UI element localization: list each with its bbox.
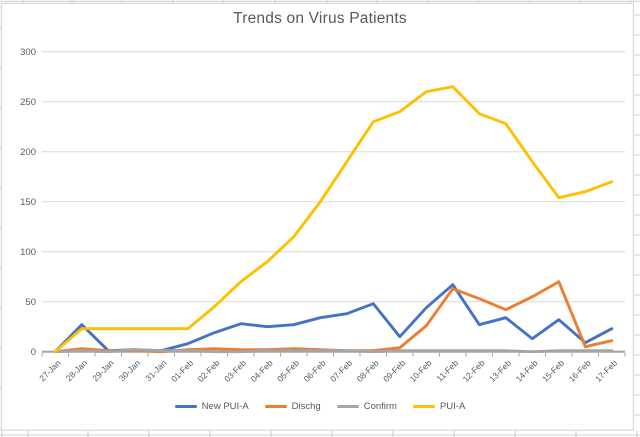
chart-title[interactable]: Trends on Virus Patients bbox=[233, 10, 407, 27]
series-line-pui-a[interactable] bbox=[53, 85, 614, 354]
legend-item-new-pui-a[interactable]: New PUI-A bbox=[174, 401, 249, 412]
legend-label: New PUI-A bbox=[201, 401, 249, 412]
legend-item-confirm[interactable]: Confirm bbox=[336, 401, 397, 412]
legend-label: Dischg bbox=[291, 401, 321, 412]
legend-swatch-confirm bbox=[336, 405, 359, 408]
y-axis-label[interactable]: 50 bbox=[25, 297, 36, 308]
legend-swatch-pui-a bbox=[412, 405, 435, 408]
legend-swatch-dischg bbox=[264, 405, 287, 408]
legend-swatch-new-pui-a bbox=[174, 405, 197, 408]
legend-label: Confirm bbox=[363, 401, 397, 412]
legend-label: PUI-A bbox=[439, 401, 466, 412]
y-axis-label[interactable]: 100 bbox=[20, 247, 36, 258]
chart-border bbox=[0, 2, 634, 431]
y-axis-label[interactable]: 300 bbox=[20, 47, 36, 58]
y-axis-label[interactable]: 200 bbox=[20, 147, 36, 158]
y-axis-label[interactable]: 150 bbox=[20, 197, 36, 208]
y-axis-label[interactable]: 250 bbox=[20, 97, 36, 108]
series-line-confirm[interactable] bbox=[53, 348, 614, 354]
y-axis-label[interactable]: 0 bbox=[31, 347, 36, 358]
legend-item-pui-a[interactable]: PUI-A bbox=[412, 401, 466, 412]
chart-legend[interactable]: New PUI-A Dischg Confirm PUI-A bbox=[0, 401, 640, 412]
legend-item-dischg[interactable]: Dischg bbox=[264, 401, 321, 412]
